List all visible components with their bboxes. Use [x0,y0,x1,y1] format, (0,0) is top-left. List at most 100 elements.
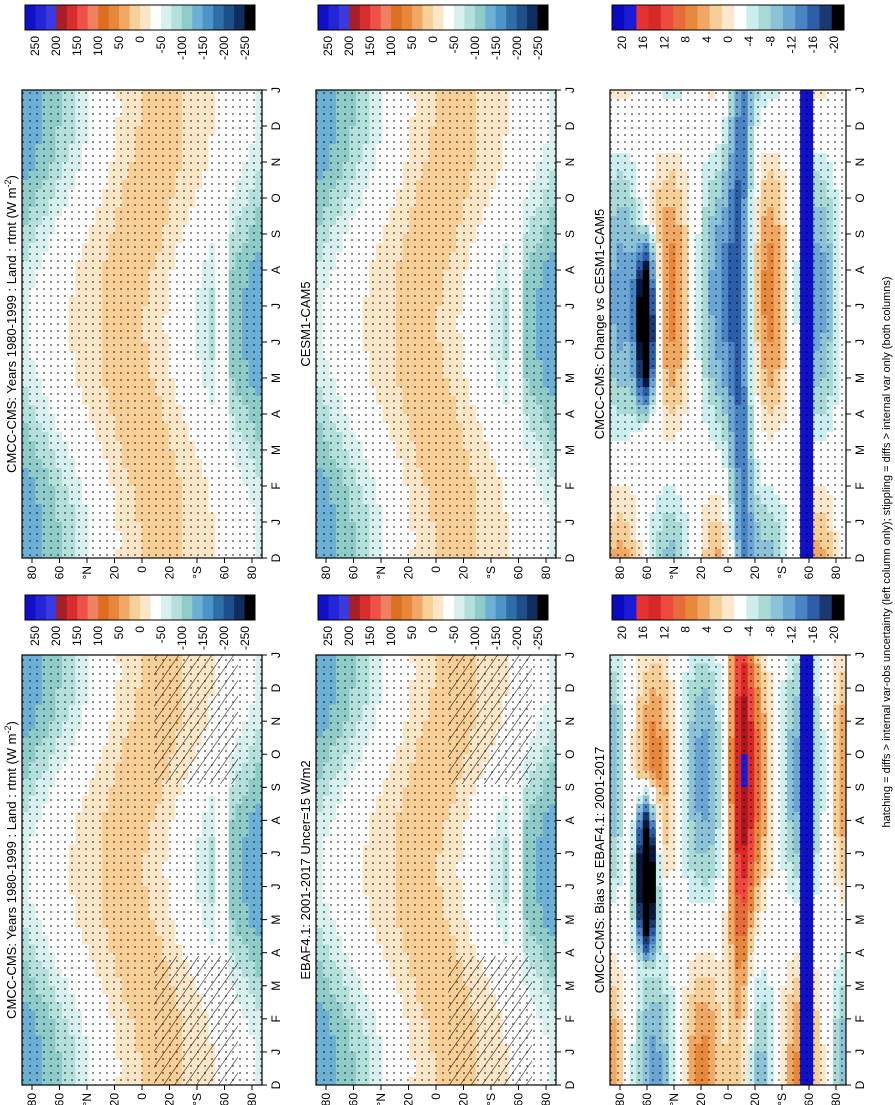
colorbar-frame [24,594,256,621]
month-label: J [269,87,283,93]
colorbar-swatch [422,595,434,620]
colorbar-swatch [140,5,151,30]
colorbar-swatch [140,595,151,620]
colorbar-swatch [87,595,99,620]
colorbar-label: -200 [217,626,231,650]
colorbar-swatch [370,595,382,620]
colorbar-label: -50 [154,36,168,54]
colorbar-swatch [108,5,120,30]
colorbar-label: 0 [133,626,147,633]
colorbar-swatch [527,595,538,620]
colorbar-swatch [77,595,89,620]
lat-label: 20 [108,566,122,580]
lat-label: °S [190,1093,204,1105]
colorbar-swatch [108,595,120,620]
lat-label: 20 [163,1093,177,1105]
colorbar-label: 50 [112,36,126,50]
lat-label: 60 [53,1093,67,1105]
colorbar-swatch [359,595,371,620]
colorbar-swatch [234,595,245,620]
panel-2-lat-axis: 80 60 °N 20 0 20 °S 60 80 [25,558,259,579]
colorbar-swatch [401,595,413,620]
colorbar-swatch [223,595,235,620]
colorbar-swatch [150,595,162,620]
colorbar-label: -150 [196,626,210,650]
lat-label: 0 [135,566,149,573]
colorbar-swatch [202,5,214,30]
colorbar-swatch [25,595,36,620]
month-label: J [269,1049,283,1055]
month-label: S [269,230,283,238]
colorbar-swatch [129,5,141,30]
colorbar-label: -150 [196,36,210,60]
colorbar-label: -100 [175,626,189,650]
colorbar-label: 200 [49,626,63,646]
colorbar-label: -100 [468,626,482,650]
colorbar-swatch [485,595,497,620]
colorbar-swatch [537,595,549,620]
panel-1-title: CMCC-CMS: Years 1980-1999 : Land : rtmt … [3,721,19,1019]
month-label: N [269,158,283,167]
month-label: M [269,373,283,383]
lat-label: 0 [135,1093,149,1100]
colorbar-swatch [35,595,47,620]
month-label: M [269,915,283,925]
month-label: J [269,652,283,658]
colorbar-swatch [45,595,57,620]
colorbar-swatch [244,595,256,620]
colorbar-swatch [380,595,392,620]
colorbar-swatch [192,595,204,620]
colorbar-swatch [56,595,68,620]
colorbar-frame [24,4,256,31]
lat-label: °S [190,566,204,579]
colorbar-label: -150 [489,626,503,650]
colorbar-label: -50 [447,626,461,644]
colorbar-swatch [213,5,225,30]
colorbar-label: 50 [405,626,419,640]
colorbar-swatch [223,5,235,30]
panel-2-title: CMCC-CMS: Years 1980-1999 : Land : rtmt … [3,175,19,473]
lat-label: 20 [108,1093,122,1105]
colorbar-swatch [474,595,486,620]
lat-label: °N [80,566,94,579]
colorbar-swatch [192,5,204,30]
month-label: J [269,850,283,856]
colorbar-swatch [213,595,225,620]
colorbar-swatch [181,595,193,620]
month-label: F [269,482,283,489]
colorbar-swatch [77,5,89,30]
colorbar-label: -50 [154,626,168,644]
month-label: M [269,981,283,991]
colorbar-frame [317,594,549,621]
colorbar-swatch [338,595,350,620]
colorbar-label: -250 [238,626,252,650]
colorbar-swatch [443,595,455,620]
month-label: D [269,121,283,130]
month-label: S [269,783,283,791]
colorbar-swatch [35,5,47,30]
month-label: O [269,750,283,759]
month-label: O [269,193,283,202]
panel-1: 250 200 150 100 50 0 -50 -100 -150 -200 -250DJFMAM… [3,594,283,1105]
colorbar-swatch [328,595,340,620]
colorbar-swatch [181,5,193,30]
month-label: M [269,445,283,455]
panel-2: 250 200 150 100 50 0 -50 -100 -150 -200 -250DJFMAM… [3,4,283,579]
colorbar-label: 100 [384,626,398,646]
colorbar-swatch [516,595,528,620]
colorbar-swatch [171,5,183,30]
panel-1-hatching [154,655,238,784]
month-label: J [269,884,283,890]
month-label: J [269,519,283,525]
colorbar-label: -250 [531,626,545,650]
colorbar-label: 200 [49,36,63,56]
panel-1-hatching [154,956,238,1085]
lat-label: 80 [25,566,39,580]
colorbar-swatch [464,595,476,620]
colorbar-label: 50 [112,626,126,640]
panel-2-stippling [22,90,262,558]
colorbar-label: 0 [426,626,440,633]
footnote: hatching = diffs > internal var-obs unce… [881,276,893,827]
colorbar-swatch [234,5,245,30]
